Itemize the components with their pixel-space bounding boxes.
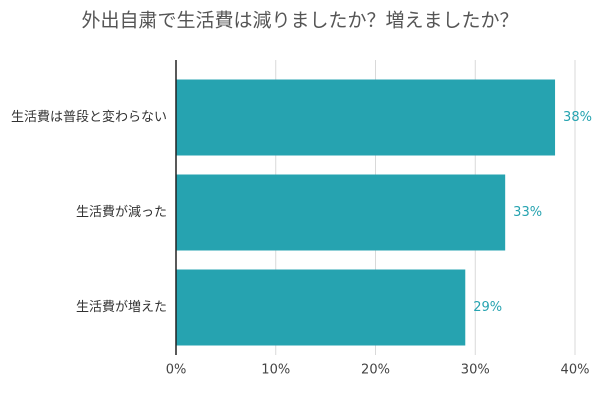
bar: [176, 269, 466, 346]
data-label: 38%: [563, 110, 592, 125]
y-tick-label: 生活費が減った: [76, 204, 167, 220]
x-tick-label: 20%: [361, 363, 390, 378]
y-tick-label: 生活費は普段と変わらない: [11, 109, 167, 125]
data-label: 29%: [473, 300, 502, 315]
x-tick-label: 0%: [166, 363, 187, 378]
data-label: 33%: [513, 205, 542, 220]
x-tick-label: 30%: [461, 363, 490, 378]
chart-title: 外出自粛で生活費は減りましたか？増えましたか？: [81, 10, 518, 32]
bar: [176, 174, 506, 251]
y-tick-label: 生活費が増えた: [76, 300, 167, 315]
x-tick-label: 40%: [561, 363, 590, 378]
x-tick-label: 10%: [261, 363, 290, 378]
bar: [176, 79, 556, 156]
